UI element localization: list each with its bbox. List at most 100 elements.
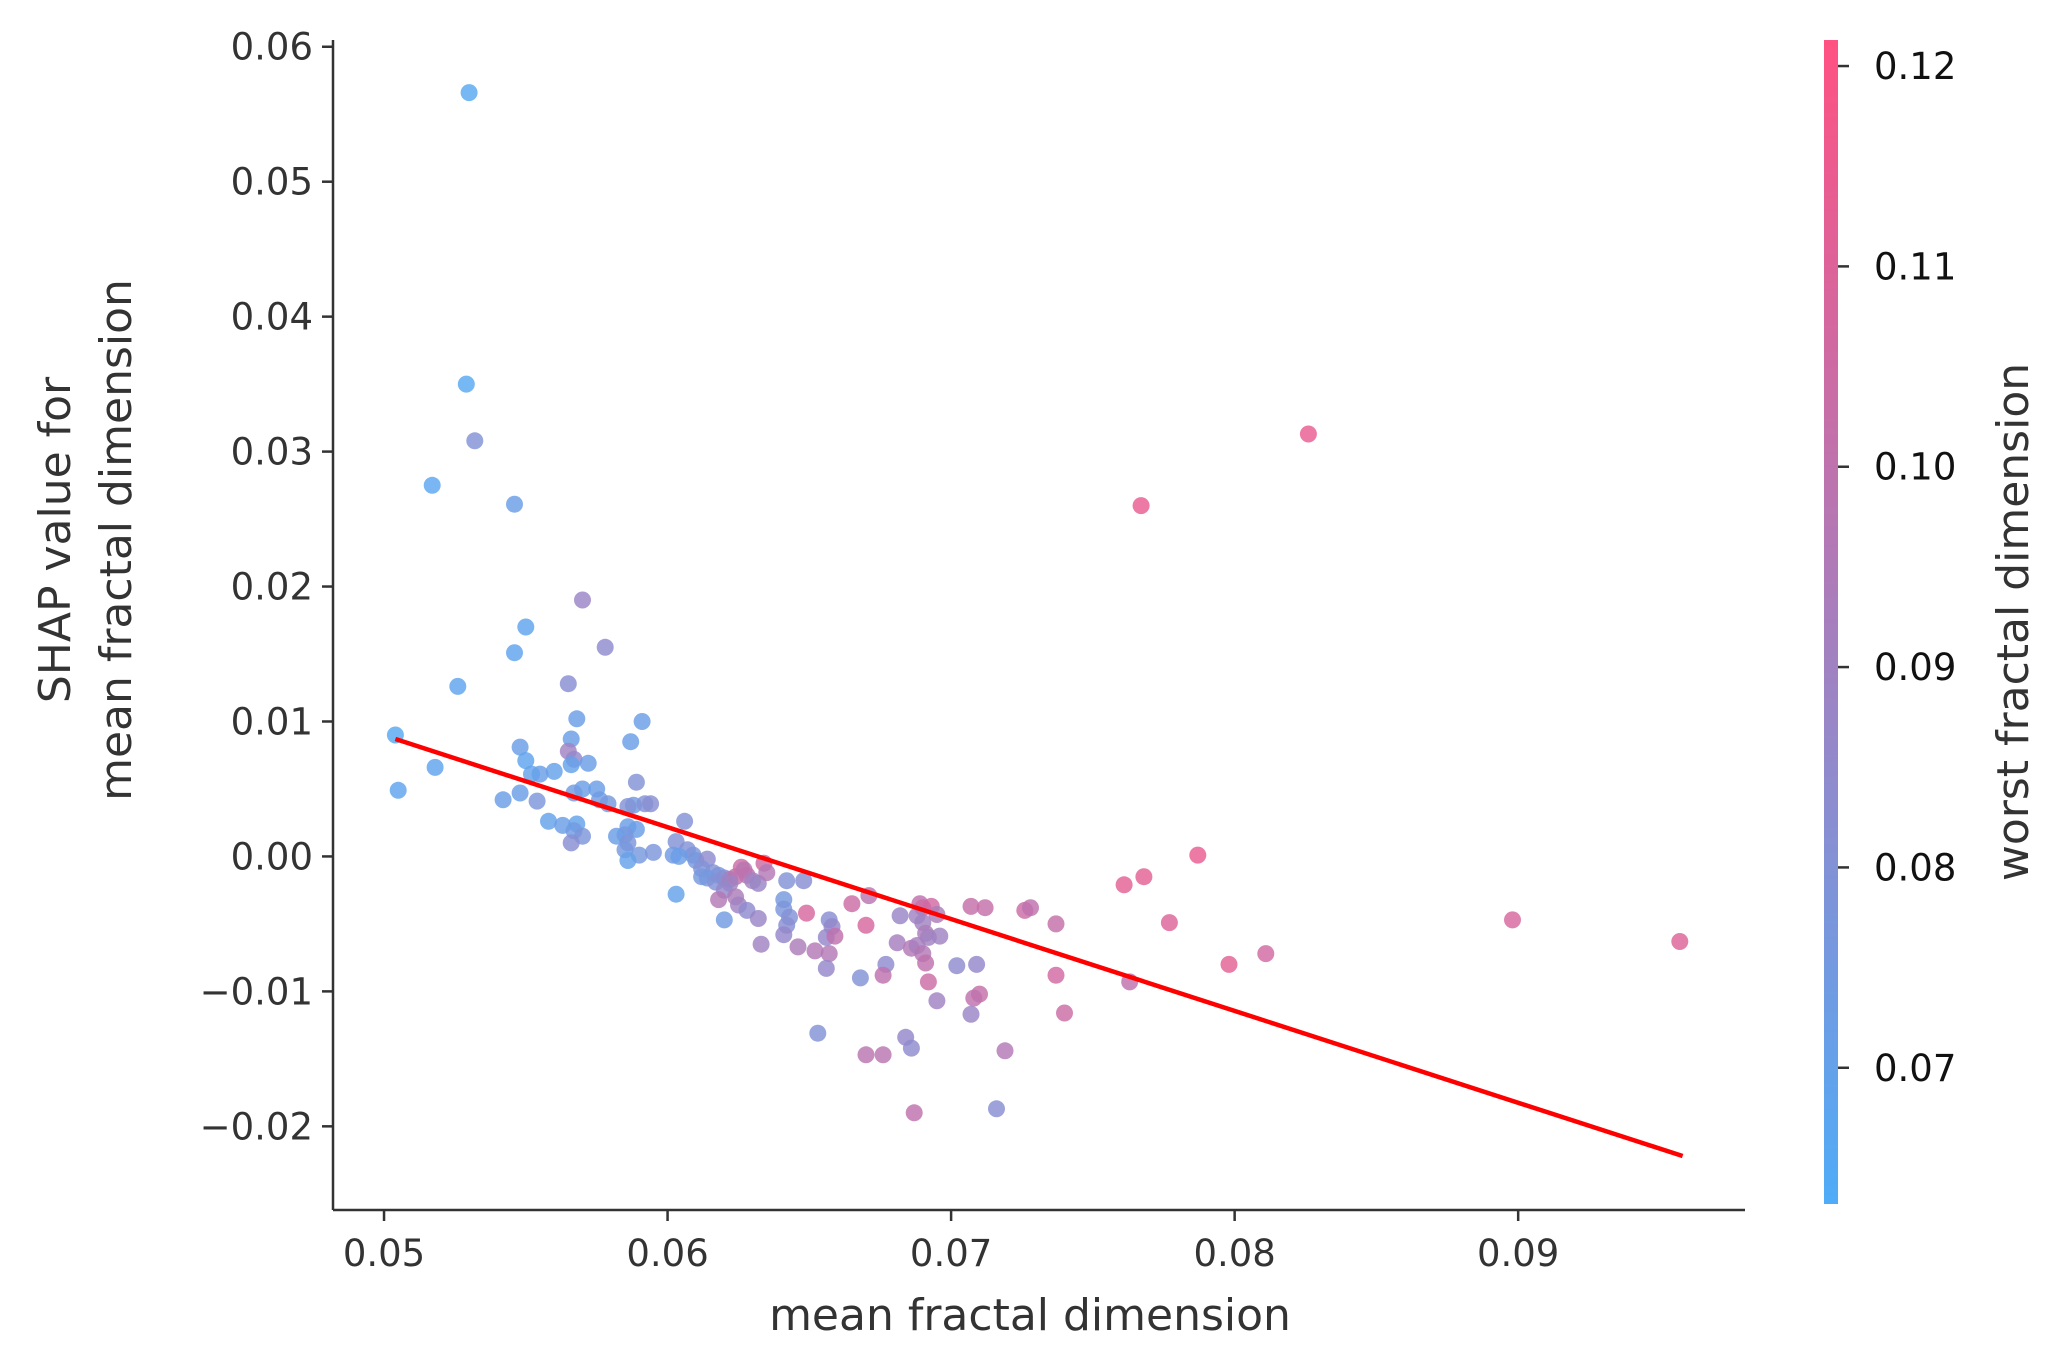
y-axis-ticks: 0.06 0.05 0.04 0.03 0.02 0.01 0.00 −0.01 −0.02: [200, 26, 333, 1148]
scatter-point: [644, 843, 662, 861]
scatter-point: [528, 792, 546, 810]
scatter-point: [596, 638, 614, 656]
scatter-point: [676, 812, 694, 830]
scatter-point: [826, 927, 844, 945]
scatter-point: [988, 1100, 1005, 1118]
colorbar-tick-label: 0.08: [1874, 846, 1956, 889]
scatter-point: [1056, 1004, 1073, 1022]
scatter-point: [517, 618, 535, 636]
scatter-point: [1115, 876, 1133, 894]
colorbar-tick-label: 0.09: [1874, 646, 1956, 689]
scatter-point: [874, 1046, 892, 1064]
scatter-point: [962, 897, 980, 915]
scatter-point: [948, 957, 966, 975]
y-tick-label: 0.01: [231, 700, 313, 743]
scatter-point: [579, 754, 597, 772]
x-tick-label: 0.08: [1193, 1232, 1275, 1275]
scatter-point: [798, 904, 815, 922]
scatter-point: [1160, 914, 1178, 932]
scatter-point: [574, 591, 591, 609]
scatter-point: [389, 781, 407, 799]
x-axis-label: mean fractal dimension: [769, 1290, 1291, 1341]
colorbar-gradient: [1824, 40, 1838, 1204]
x-tick-label: 0.05: [343, 1232, 425, 1275]
scatter-point: [568, 710, 586, 728]
y-tick-label: 0.06: [231, 26, 313, 69]
scatter-point: [517, 752, 535, 770]
scatter-point: [857, 916, 875, 934]
scatter-point: [466, 432, 484, 450]
scatter-point: [789, 938, 807, 956]
scatter-point: [426, 758, 444, 776]
scatter-point: [968, 955, 986, 973]
x-axis-ticks: 0.05 0.06 0.07 0.08 0.09: [343, 1210, 1559, 1275]
scatter-point: [888, 934, 906, 952]
scatter-points: [386, 84, 1689, 1122]
scatter-point: [752, 935, 770, 953]
scatter-point: [1189, 846, 1207, 864]
scatter-point: [710, 891, 728, 909]
x-tick-label: 0.09: [1477, 1232, 1559, 1275]
colorbar-tick-label: 0.07: [1874, 1047, 1956, 1090]
scatter-point: [540, 812, 557, 830]
scatter-point: [874, 966, 892, 984]
scatter-point: [809, 1024, 827, 1042]
x-tick-label: 0.07: [910, 1232, 992, 1275]
scatter-point: [919, 973, 937, 991]
scatter-point: [965, 989, 983, 1007]
scatter-point: [1504, 911, 1521, 929]
scatter-point: [843, 895, 861, 913]
y-axis-label-line-2: mean fractal dimension: [91, 279, 142, 801]
scatter-point: [928, 992, 946, 1010]
axes: 0.05 0.06 0.07 0.08 0.09 0.06 0.05 0.04 0.03 0.0…: [200, 26, 1745, 1275]
scatter-point: [1257, 945, 1275, 963]
y-tick-label: 0.02: [231, 566, 313, 609]
scatter-point: [851, 969, 869, 987]
scatter-point: [1671, 933, 1689, 950]
scatter-point: [1132, 497, 1150, 515]
y-axis-label: SHAP value for mean fractal dimension: [30, 279, 142, 801]
colorbar: 0.07 0.08 0.09 0.10 0.11 0.12 worst fractal d…: [1824, 40, 2039, 1204]
trend-line: [394, 736, 1684, 1159]
y-tick-label: 0.05: [231, 161, 313, 204]
scatter-point: [562, 834, 580, 852]
scatter-point: [905, 1104, 923, 1122]
y-axis-label-line-1: SHAP value for: [30, 376, 81, 703]
scatter-point: [1047, 915, 1065, 933]
scatter-point: [559, 675, 577, 693]
scatter-point: [931, 927, 949, 945]
scatter-point: [902, 1039, 920, 1057]
scatter-point: [806, 942, 824, 960]
colorbar-tick-label: 0.12: [1874, 45, 1956, 88]
scatter-point: [976, 899, 994, 917]
scatter-point: [857, 1046, 875, 1064]
y-tick-label: 0.03: [231, 431, 313, 474]
scatter-point: [423, 476, 441, 494]
scatter-point: [670, 847, 688, 865]
scatter-point: [562, 756, 580, 774]
scatter-point: [1022, 899, 1039, 917]
scatter-point: [457, 375, 475, 393]
colorbar-tick-label: 0.11: [1874, 245, 1956, 288]
scatter-point: [506, 644, 523, 662]
scatter-point: [1220, 955, 1238, 973]
scatter-point: [1135, 868, 1153, 886]
scatter-point: [917, 954, 935, 972]
scatter-point: [511, 738, 529, 756]
scatter-point: [633, 713, 651, 730]
scatter-point: [627, 773, 645, 791]
scatter-point: [758, 864, 776, 882]
scatter-point: [817, 959, 835, 977]
x-tick-label: 0.06: [626, 1232, 708, 1275]
scatter-point: [449, 677, 467, 695]
scatter-point: [1047, 966, 1065, 984]
scatter-point: [642, 795, 660, 813]
scatter-point: [820, 945, 838, 963]
y-tick-label: 0.00: [231, 835, 313, 878]
y-tick-label: 0.04: [231, 296, 313, 339]
scatter-point: [619, 852, 637, 869]
scatter-point: [506, 495, 523, 513]
scatter-point: [715, 911, 733, 929]
y-tick-label: −0.02: [200, 1105, 313, 1148]
scatter-point: [523, 765, 540, 783]
